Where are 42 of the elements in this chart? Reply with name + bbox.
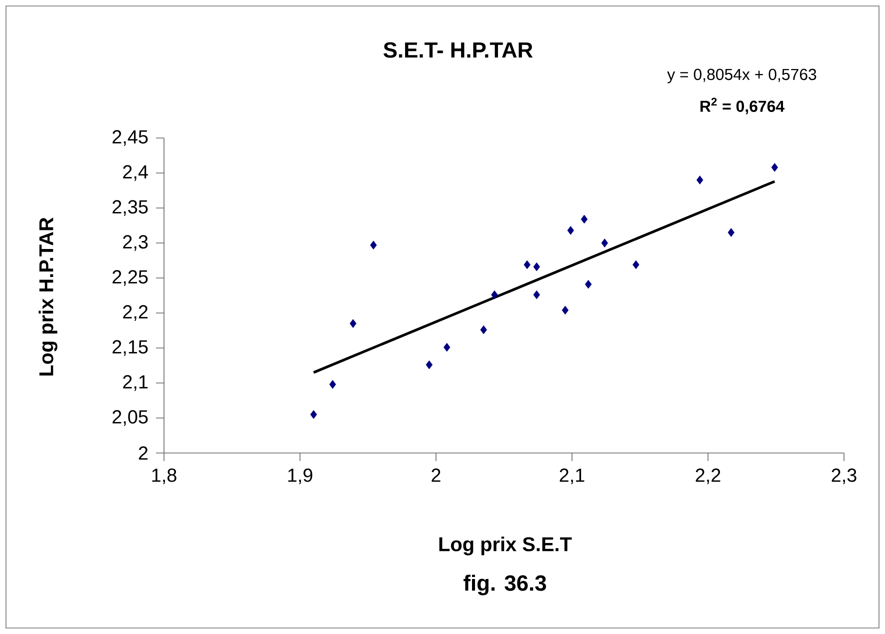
y-tick-label: 2,35 bbox=[112, 200, 148, 216]
point bbox=[329, 380, 336, 389]
y-axis-title: Log prix H.P.TAR bbox=[38, 217, 58, 376]
x-tick-label: 1,9 bbox=[288, 468, 312, 484]
point bbox=[562, 306, 569, 315]
text: R$^{2}$ = 0,6764 bbox=[700, 98, 784, 114]
point bbox=[533, 262, 540, 272]
point bbox=[567, 226, 574, 235]
y-tick-label: 2,4 bbox=[123, 165, 148, 181]
chart-title: S.E.T- H.P.TAR bbox=[384, 42, 533, 58]
point bbox=[728, 228, 734, 237]
x-tick-label: 2,3 bbox=[832, 468, 856, 484]
y-tick-label: 2,3 bbox=[123, 235, 148, 251]
x-tick-label: 1,8 bbox=[152, 468, 176, 484]
y-tick-label: 2,05 bbox=[112, 410, 148, 426]
point bbox=[771, 163, 778, 172]
y-tick-label: 2,2 bbox=[123, 305, 148, 321]
point bbox=[524, 260, 530, 270]
point bbox=[533, 290, 540, 300]
point bbox=[444, 342, 450, 352]
x-axis-title: Log prix S.E.T bbox=[439, 536, 572, 556]
y-tick-label: 2,25 bbox=[112, 270, 148, 286]
point bbox=[696, 176, 704, 184]
point bbox=[491, 290, 498, 300]
point bbox=[370, 240, 377, 250]
point bbox=[350, 319, 356, 328]
point bbox=[426, 360, 433, 370]
x-tick-label: 2,1 bbox=[560, 468, 584, 484]
y-tick-label: 2,45 bbox=[112, 130, 148, 146]
x-tick-label: 2,2 bbox=[696, 468, 720, 484]
text: y = 0,8054x + 0,5763 bbox=[667, 68, 816, 84]
point bbox=[480, 325, 487, 334]
point bbox=[310, 410, 317, 419]
point bbox=[601, 238, 608, 248]
y-tick-label: 2 bbox=[138, 446, 148, 460]
point bbox=[584, 280, 592, 289]
y-tick-label: 2,1 bbox=[123, 375, 148, 391]
point bbox=[632, 260, 640, 270]
y-tick-label: 2,15 bbox=[112, 340, 148, 356]
x-tick-label: 2 bbox=[432, 468, 440, 482]
point bbox=[580, 214, 588, 224]
caption: fig. 36.3 bbox=[464, 574, 546, 596]
